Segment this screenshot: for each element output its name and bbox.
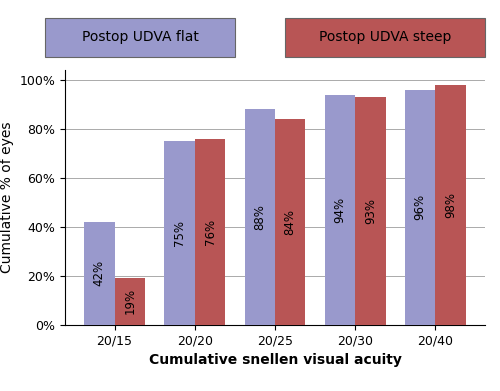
- Bar: [114, 278, 145, 325]
- Text: 93%: 93%: [364, 198, 377, 224]
- Text: 76%: 76%: [204, 219, 216, 245]
- X-axis label: Cumulative snellen visual acuity: Cumulative snellen visual acuity: [148, 353, 402, 367]
- Text: 84%: 84%: [284, 209, 296, 235]
- Bar: [275, 119, 306, 325]
- Bar: [405, 90, 436, 325]
- Text: 96%: 96%: [414, 194, 426, 220]
- Text: 42%: 42%: [93, 260, 106, 286]
- Bar: [195, 139, 226, 325]
- Text: 94%: 94%: [334, 197, 346, 223]
- Text: 88%: 88%: [254, 204, 266, 230]
- Bar: [164, 141, 195, 325]
- Bar: [84, 222, 114, 325]
- Text: Postop UDVA flat: Postop UDVA flat: [82, 30, 198, 44]
- Text: 19%: 19%: [124, 288, 136, 314]
- Bar: [355, 97, 386, 325]
- Y-axis label: Cumulative % of eyes: Cumulative % of eyes: [0, 122, 14, 273]
- Bar: [244, 109, 275, 325]
- Bar: [436, 85, 466, 325]
- Bar: [324, 95, 355, 325]
- Text: 98%: 98%: [444, 192, 457, 218]
- Text: 75%: 75%: [173, 220, 186, 246]
- Text: Postop UDVA steep: Postop UDVA steep: [319, 30, 451, 44]
